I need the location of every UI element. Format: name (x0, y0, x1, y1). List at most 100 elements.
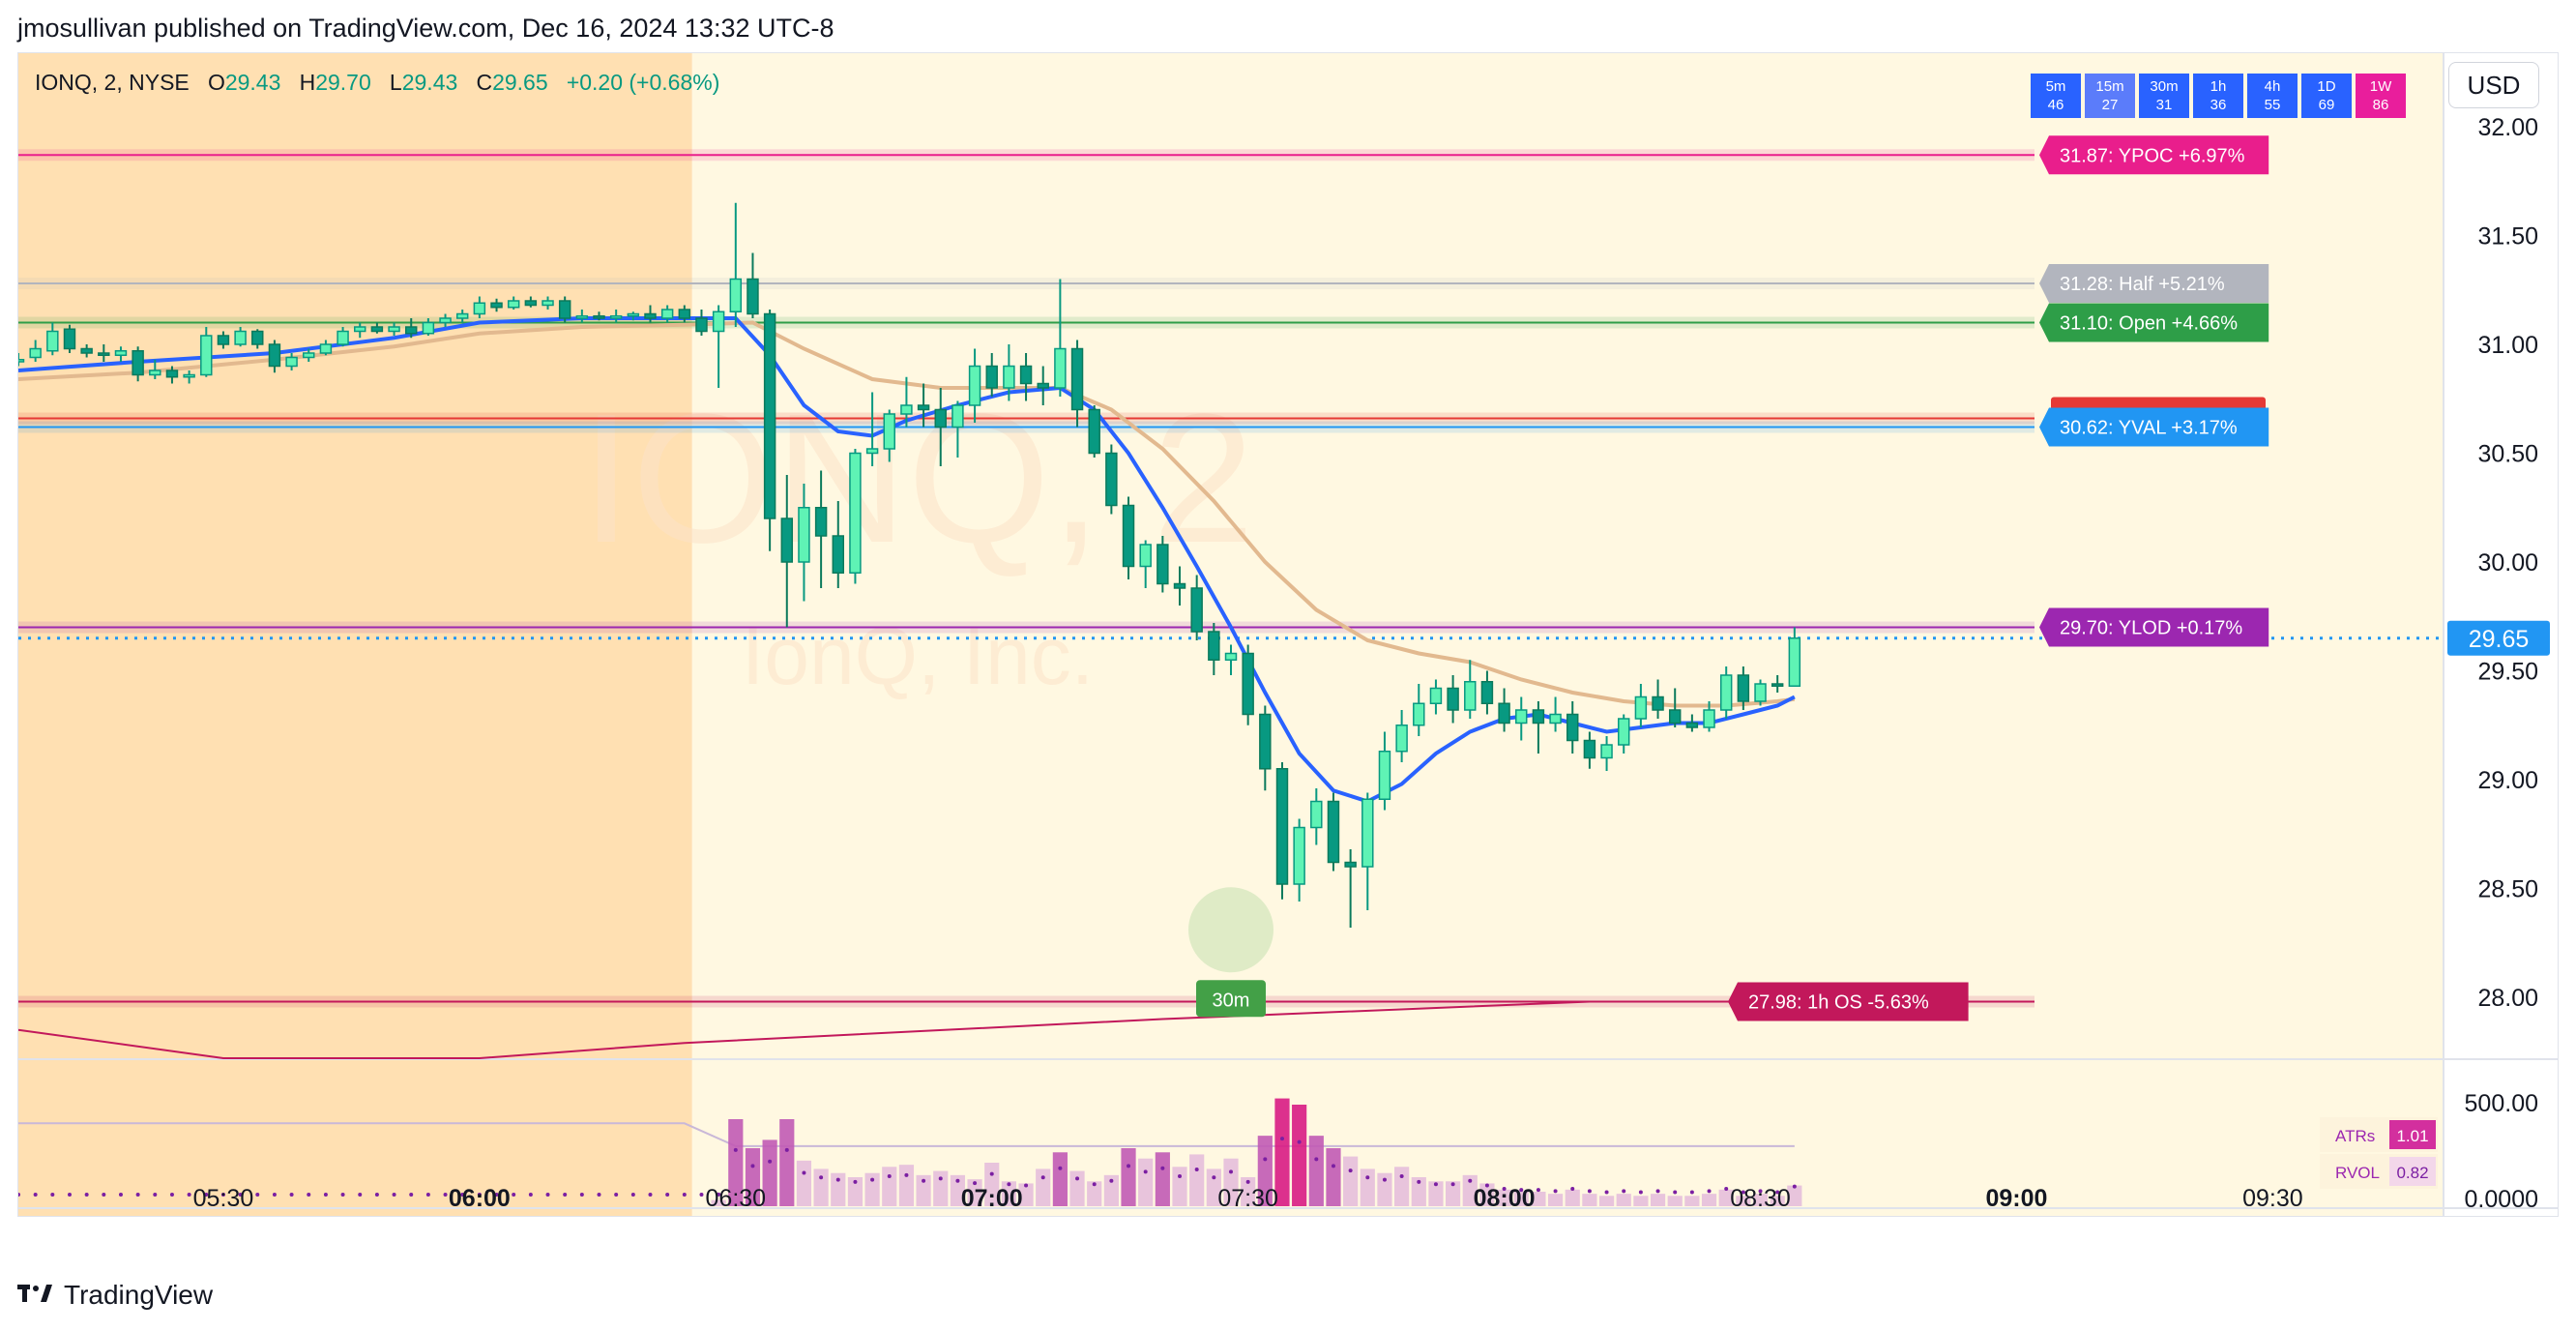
candle[interactable] (1139, 540, 1152, 589)
candle[interactable] (1566, 701, 1579, 754)
candle[interactable] (1413, 684, 1425, 736)
candle[interactable] (268, 340, 281, 373)
candle[interactable] (1719, 666, 1733, 719)
candle[interactable] (763, 310, 776, 551)
footer-brand[interactable]: TradingView (64, 1280, 214, 1310)
candle[interactable] (439, 313, 452, 328)
candle[interactable] (1208, 623, 1220, 675)
candle[interactable] (1685, 714, 1699, 732)
candle[interactable] (593, 311, 605, 321)
candle[interactable] (1703, 701, 1715, 732)
timeframe-strip[interactable]: 5m 46 15m 27 30m 31 1h 36 4h 55 1D 69 1W 86 (2031, 74, 2406, 118)
candle[interactable] (575, 310, 589, 323)
currency-button[interactable]: USD (2448, 62, 2539, 108)
candle[interactable] (46, 322, 59, 356)
candle[interactable] (695, 310, 708, 336)
candle[interactable] (934, 388, 947, 466)
timeframe-cell-1h[interactable]: 1h 36 (2193, 74, 2243, 118)
candle[interactable] (1070, 340, 1084, 428)
candle[interactable] (1378, 731, 1391, 811)
candle[interactable] (251, 329, 264, 349)
current-price-box[interactable] (2447, 620, 2550, 656)
legend-symbol[interactable]: IONQ, 2, NYSE (35, 70, 190, 95)
candle[interactable] (132, 346, 144, 382)
candle[interactable] (1310, 788, 1323, 845)
price-axis[interactable]: 32.00 31.50 31.00 30.50 30.00 29.50 29.00 28.50… (2447, 114, 2550, 1213)
candle[interactable] (1618, 714, 1630, 754)
candles[interactable] (18, 202, 1801, 928)
candle[interactable] (114, 346, 128, 362)
candle[interactable] (1344, 849, 1357, 928)
candle[interactable] (303, 348, 315, 363)
candle[interactable] (1122, 496, 1135, 580)
candle[interactable] (968, 348, 981, 424)
candle[interactable] (798, 484, 810, 602)
candle[interactable] (1054, 279, 1067, 398)
candle[interactable] (388, 322, 400, 337)
candle[interactable] (644, 305, 657, 323)
candle[interactable] (1634, 684, 1648, 727)
candle[interactable] (80, 344, 93, 358)
timeframe-cell-5m[interactable]: 5m 46 (2031, 74, 2081, 118)
candle[interactable] (1771, 675, 1784, 693)
candle[interactable] (507, 296, 520, 311)
candle[interactable] (1105, 444, 1118, 515)
candle[interactable] (1242, 644, 1254, 725)
candle[interactable] (1224, 644, 1238, 676)
candle[interactable] (1275, 762, 1289, 900)
candle[interactable] (678, 305, 691, 323)
candle[interactable] (558, 296, 571, 323)
candle[interactable] (1532, 701, 1545, 754)
candle[interactable] (1480, 670, 1494, 715)
candle[interactable] (1361, 792, 1374, 911)
candle[interactable] (405, 318, 418, 339)
candle[interactable] (865, 392, 879, 467)
candle[interactable] (473, 296, 486, 319)
timeframe-cell-1d[interactable]: 1D 69 (2301, 74, 2352, 118)
candle[interactable] (337, 327, 349, 347)
candle[interactable] (1190, 575, 1203, 641)
candle[interactable] (1019, 353, 1033, 401)
candle[interactable] (18, 353, 25, 367)
candle[interactable] (285, 353, 298, 370)
candle[interactable] (217, 331, 230, 349)
candle[interactable] (1464, 660, 1477, 719)
candle[interactable] (165, 366, 179, 384)
candle[interactable] (900, 376, 913, 428)
candle[interactable] (98, 344, 110, 362)
candle[interactable] (319, 340, 333, 356)
candle[interactable] (490, 298, 503, 312)
candle[interactable] (883, 409, 895, 462)
time-axis[interactable]: 05:30 06:00 06:30 07:00 07:30 08:00 08:30 09:00… (193, 1185, 2303, 1212)
candle[interactable] (1668, 688, 1682, 728)
candle[interactable] (1549, 696, 1562, 732)
candle[interactable] (1429, 679, 1443, 715)
timeframe-cell-4h[interactable]: 4h 55 (2247, 74, 2298, 118)
candle[interactable] (1447, 675, 1459, 724)
candle[interactable] (1395, 710, 1408, 762)
candle[interactable] (746, 252, 759, 319)
candle[interactable] (1037, 366, 1049, 406)
candle[interactable] (951, 400, 964, 458)
candle[interactable] (985, 353, 998, 397)
candle[interactable] (1515, 696, 1528, 741)
candle[interactable] (354, 322, 366, 339)
timeframe-cell-15m[interactable]: 15m 27 (2085, 74, 2135, 118)
candle[interactable] (63, 324, 76, 353)
candle[interactable] (455, 310, 469, 323)
timeframe-cell-30m[interactable]: 30m 31 (2139, 74, 2189, 118)
candle[interactable] (814, 470, 828, 589)
candle[interactable] (1259, 705, 1272, 791)
candle[interactable] (1788, 627, 1801, 687)
candle[interactable] (780, 475, 794, 628)
candle[interactable] (370, 322, 384, 334)
candle[interactable] (660, 305, 674, 323)
candle[interactable] (542, 296, 554, 311)
candle[interactable] (422, 318, 435, 336)
candle[interactable] (1600, 736, 1613, 771)
candle[interactable] (849, 449, 862, 584)
candle[interactable] (627, 311, 640, 321)
chart-frame[interactable]: IONQ, 2 IonQ, Inc. 30m 31.87: YPOC +6.97… (17, 52, 2559, 1217)
candle[interactable] (29, 340, 42, 363)
candle[interactable] (729, 202, 743, 327)
